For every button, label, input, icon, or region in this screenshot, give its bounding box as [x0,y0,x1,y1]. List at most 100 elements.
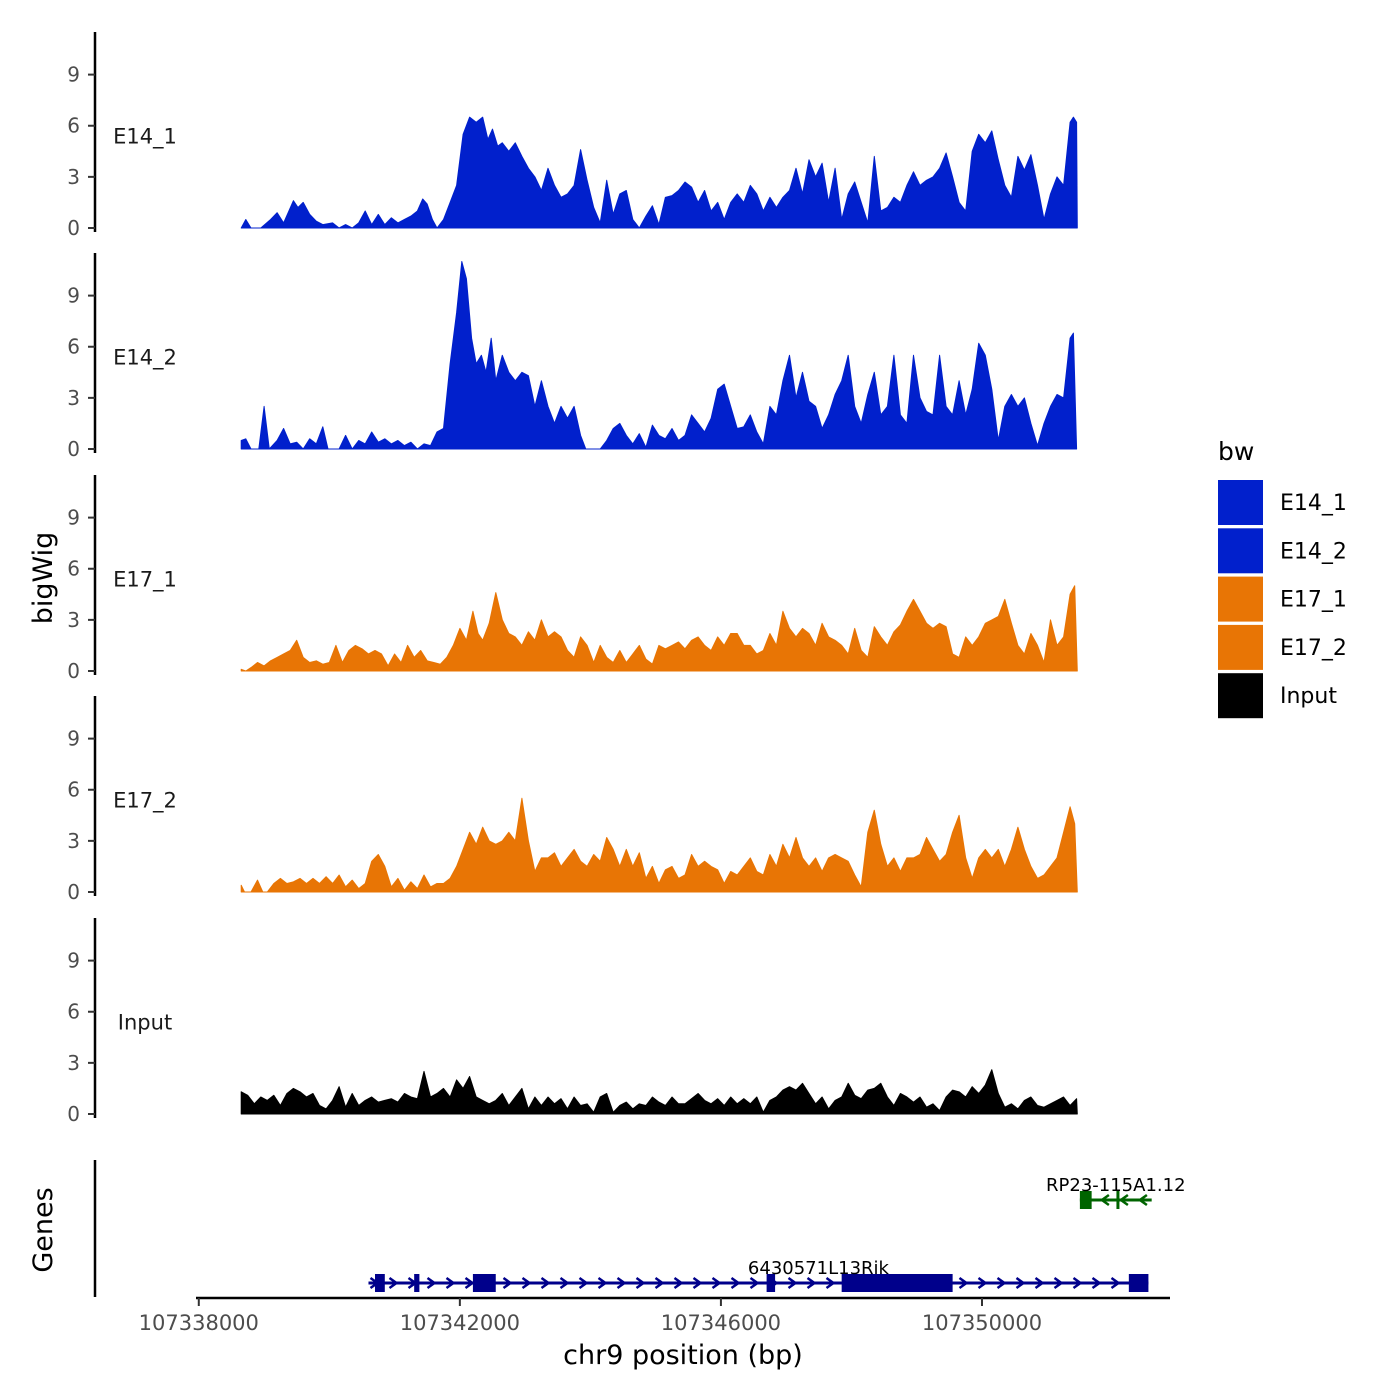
strand-arrow [1110,1276,1121,1290]
y-tick-label: 6 [67,335,80,359]
y-tick-label: 0 [67,880,80,904]
track-panel-e14_1: 0 3 6 9 E14_1 [67,32,1078,240]
strand-arrow [1015,1276,1026,1290]
legend-swatch [1218,576,1263,622]
strand-arrow [825,1276,836,1290]
y-tick-label: 0 [67,216,80,240]
strand-arrow [977,1276,988,1290]
strand-arrow [540,1276,551,1290]
legend-label: E14_2 [1280,539,1347,564]
strand-arrow [559,1276,570,1290]
y-tick-label: 6 [67,1000,80,1024]
strand-arrow [787,1276,798,1290]
track-label: E14_2 [113,346,177,371]
y-tick-label: 6 [67,557,80,581]
x-tick-label: 107346000 [661,1311,781,1335]
legend-swatch [1218,528,1263,574]
strand-arrow [692,1276,703,1290]
exon [1128,1274,1149,1292]
strand-arrow [426,1276,437,1290]
track-panel-e14_2: 0 3 6 9 E14_2 [67,253,1078,461]
x-tick-label: 107342000 [400,1311,520,1335]
strand-arrow [1034,1276,1045,1290]
legend-swatch [1218,673,1263,719]
y-tick-label: 0 [67,659,80,683]
y-tick-label: 3 [67,386,80,410]
legend-label: E14_1 [1280,491,1347,516]
track-panel-input: 0 3 6 9 Input [67,918,1078,1126]
legend-title: bw [1218,437,1254,466]
x-tick-label: 107338000 [139,1311,259,1335]
legend: bw E14_1 E14_2 E17_1 E17_2 Input [1218,437,1347,719]
track-area-e17_2 [240,797,1078,893]
strand-arrow [1053,1276,1064,1290]
strand-arrow [996,1276,1007,1290]
legend-label: E17_1 [1280,588,1347,613]
strand-arrow [521,1276,532,1290]
track-panels: 0 3 6 9 E14_1 0 3 6 9 E14_2 0 3 6 9 E17_1 0 3 6 9 E17_2 0 3 6 9… [67,32,1078,1126]
x-axis-title: chr9 position (bp) [563,1340,803,1371]
strand-arrow [616,1276,627,1290]
gene-label: 6430571L13Rik [748,1258,890,1279]
gene-rp23-115a1.12: RP23-115A1.12 [1046,1175,1186,1209]
y-tick-label: 9 [67,63,80,87]
exon [766,1274,776,1292]
exon [375,1274,385,1292]
track-panel-e17_2: 0 3 6 9 E17_2 [67,696,1078,904]
strand-arrow [502,1276,513,1290]
strand-arrow [1137,1193,1148,1207]
track-label: Input [118,1011,172,1035]
legend-label: E17_2 [1280,636,1347,661]
y-tick-label: 9 [67,949,80,973]
legend-swatch [1218,480,1263,525]
strand-arrow [806,1276,817,1290]
gene-label: RP23-115A1.12 [1046,1175,1186,1196]
track-label: E17_2 [113,789,177,814]
y-tick-label: 3 [67,1051,80,1075]
y-tick-label: 3 [67,165,80,189]
exon [1079,1191,1092,1209]
strand-arrow [578,1276,589,1290]
track-label: E14_1 [113,125,177,150]
strand-arrow [597,1276,608,1290]
strand-arrow [464,1276,475,1290]
y-tick-label: 0 [67,437,80,461]
y-tick-label: 0 [67,1102,80,1126]
genes-axis-title: Genes [28,1187,59,1272]
strand-arrow [1118,1193,1129,1207]
x-axis: 107338000 107342000 107346000 107350000 [139,1296,1170,1335]
y-axis-title: bigWig [28,532,59,625]
legend-label: Input [1280,684,1337,709]
strand-arrow [730,1276,741,1290]
strand-arrow [445,1276,456,1290]
strand-arrow [654,1276,665,1290]
exon [1116,1191,1120,1209]
track-area-e14_2 [240,261,1078,450]
strand-arrow [711,1276,722,1290]
y-tick-label: 9 [67,506,80,530]
strand-arrow [635,1276,646,1290]
track-panel-e17_1: 0 3 6 9 E17_1 [67,475,1078,683]
gene-6430571l13rik: 6430571L13Rik [368,1258,1149,1292]
y-tick-label: 3 [67,829,80,853]
strand-arrow [958,1276,969,1290]
y-tick-label: 6 [67,778,80,802]
y-tick-label: 3 [67,608,80,632]
genes-panel: 6430571L13Rik RP23-115A1.12 [93,1160,1186,1297]
track-area-input [240,1069,1078,1115]
exon [841,1274,953,1292]
track-area-e17_1 [240,585,1078,672]
y-tick-label: 9 [67,284,80,308]
strand-arrow [388,1276,399,1290]
track-label: E17_1 [113,568,177,593]
track-area-e14_1 [240,116,1078,229]
strand-arrow [1091,1276,1102,1290]
exon [472,1274,496,1292]
strand-arrow [1099,1193,1110,1207]
y-tick-label: 6 [67,114,80,138]
strand-arrow [749,1276,760,1290]
strand-arrow [673,1276,684,1290]
exon [414,1274,420,1292]
strand-arrow [1072,1276,1083,1290]
